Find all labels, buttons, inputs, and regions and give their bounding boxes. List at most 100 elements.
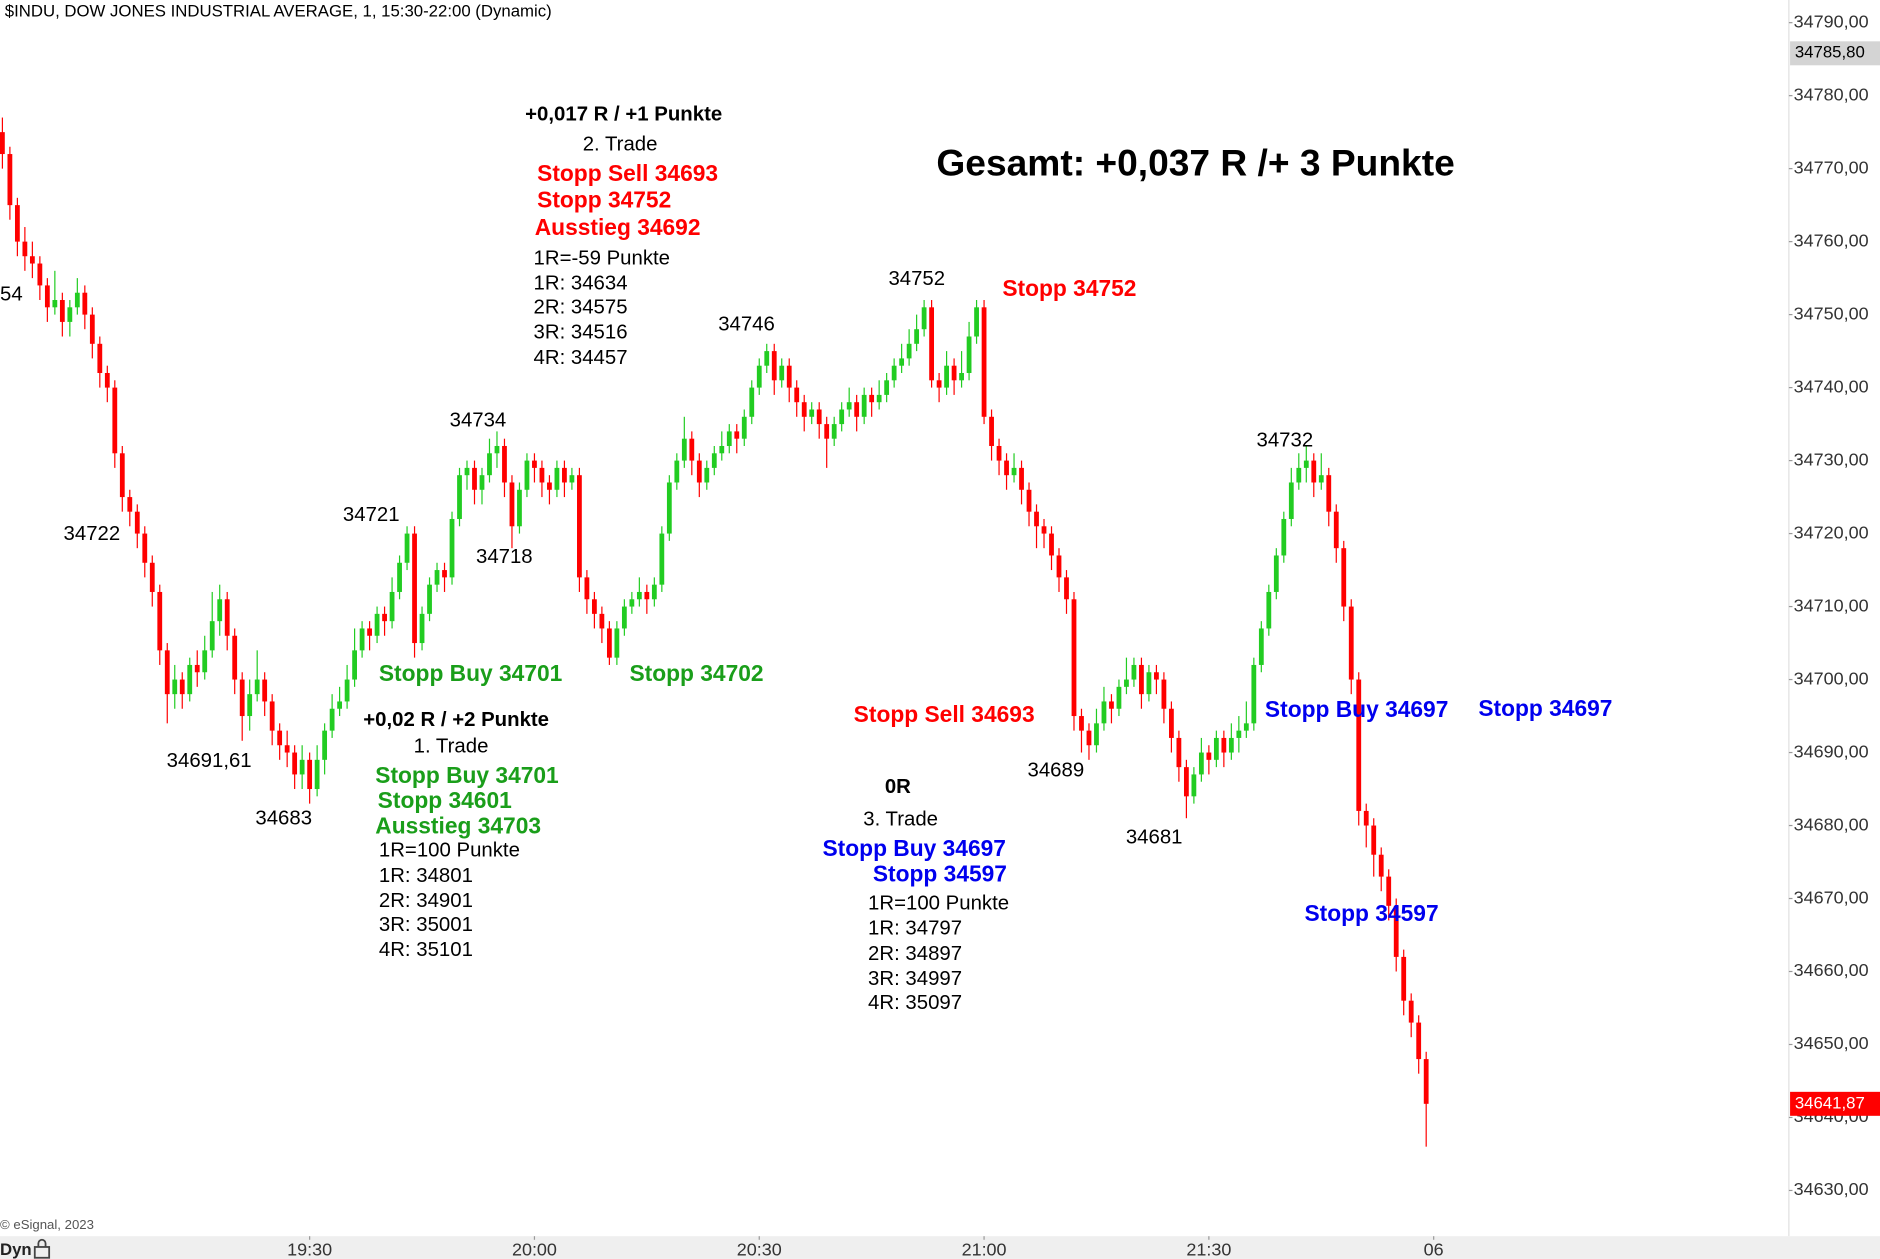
candle-body <box>914 329 920 344</box>
candle-body <box>344 679 350 702</box>
y-tick-label: 34680,00 <box>1794 814 1869 834</box>
candle-body <box>944 365 949 388</box>
candle-body <box>1176 737 1182 768</box>
candle-body <box>1034 511 1039 527</box>
annotation: 1R: 34797 <box>868 918 962 940</box>
candle-body <box>1198 752 1204 775</box>
candle-body <box>479 475 485 490</box>
candle-body <box>891 365 897 381</box>
candle-body <box>606 628 612 658</box>
candle-body <box>659 533 665 585</box>
candle-body <box>1333 511 1339 549</box>
candle-body <box>1131 664 1137 680</box>
y-tick-label: 34760,00 <box>1794 230 1869 250</box>
candle-body <box>779 365 785 381</box>
candle-body <box>974 307 979 337</box>
annotation: Stopp Sell 34693 <box>854 701 1035 727</box>
time-axis-band <box>0 1236 1880 1259</box>
candle-body <box>52 300 58 308</box>
candle-body <box>397 562 402 592</box>
y-tick-label: 34660,00 <box>1794 960 1869 980</box>
candle-body <box>1086 730 1092 746</box>
candle-body <box>412 533 417 644</box>
candle-body <box>494 445 500 454</box>
candle-body <box>172 679 178 695</box>
candle-body <box>487 453 492 476</box>
candle-body <box>636 591 642 600</box>
candle-body <box>764 351 770 366</box>
candle-body <box>936 380 942 388</box>
candle-body <box>82 292 88 315</box>
candle-body <box>262 679 268 702</box>
candle-body <box>449 518 455 578</box>
candle-body <box>1094 723 1099 746</box>
candle-body <box>1296 467 1302 483</box>
lock-body <box>33 1246 51 1259</box>
candle-body <box>1408 1000 1414 1023</box>
candle-body <box>427 584 432 614</box>
annotation: +0,017 R / +1 Punkte <box>525 104 722 126</box>
candle-body <box>329 708 335 731</box>
annotation: 1. Trade <box>414 735 489 757</box>
candle-body <box>749 387 755 417</box>
candle-body <box>112 387 118 454</box>
candle-body <box>809 409 815 417</box>
candle-body <box>1371 825 1377 855</box>
annotation: 2R: 34897 <box>868 943 962 965</box>
candle-body <box>464 467 470 476</box>
candle-body <box>666 482 672 534</box>
candle-body <box>719 445 725 454</box>
candle-body <box>1004 460 1009 476</box>
candle-body <box>801 402 807 417</box>
candle-body <box>599 613 605 629</box>
candle-body <box>157 591 163 651</box>
candle-body <box>127 497 133 512</box>
annotation: 1R: 34634 <box>534 273 628 295</box>
candle-body <box>711 453 717 468</box>
candle-body <box>771 351 777 381</box>
candle-body <box>921 307 927 330</box>
candle-body <box>1026 489 1032 512</box>
candle-body <box>247 694 253 717</box>
price-box-label: 34641,87 <box>1795 1093 1865 1112</box>
candle-body <box>929 307 935 381</box>
candle-body <box>434 570 440 585</box>
candle-body <box>1378 854 1384 877</box>
candles <box>0 117 1429 1147</box>
annotation: 1R: 34801 <box>379 865 473 887</box>
candle-body <box>1011 467 1017 476</box>
candle-body <box>524 460 530 490</box>
annotation: Stopp 34752 <box>1002 275 1136 301</box>
candle-body <box>1079 716 1084 731</box>
badge[interactable]: Dyn <box>0 1240 32 1259</box>
annotation: Gesamt: +0,037 R /+ 3 Punkte <box>936 141 1454 183</box>
candle-body <box>1221 737 1227 753</box>
annotation: Stopp Buy 34701 <box>379 660 563 686</box>
candle-body <box>299 759 305 775</box>
candle-body <box>1258 628 1264 665</box>
candle-body <box>502 445 507 483</box>
candle-body <box>1386 876 1392 906</box>
candle-body <box>1213 737 1219 760</box>
annotation: Stopp Sell 34693 <box>537 160 718 186</box>
candle-body <box>1206 752 1212 760</box>
lock-icon[interactable] <box>33 1238 51 1259</box>
candle-body <box>202 650 208 673</box>
candle-body <box>689 438 695 461</box>
candle-body <box>97 343 103 374</box>
annotation: Stopp 34702 <box>629 660 763 686</box>
price-box-label: 34785,80 <box>1795 43 1865 62</box>
candle-body <box>981 307 987 417</box>
annotation: Stopp 34601 <box>378 787 512 813</box>
candle-body <box>337 701 343 709</box>
candle-body <box>1416 1022 1422 1060</box>
x-tick-label: 20:00 <box>512 1239 557 1259</box>
annotation: Stopp Buy 34697 <box>823 835 1006 861</box>
candle-body <box>1273 555 1279 592</box>
candle-body <box>831 424 837 439</box>
candle-body <box>1348 606 1354 680</box>
annotation: 3. Trade <box>863 809 938 831</box>
candle-body <box>591 599 597 614</box>
candle-body <box>554 467 560 490</box>
candle-body <box>569 475 575 483</box>
